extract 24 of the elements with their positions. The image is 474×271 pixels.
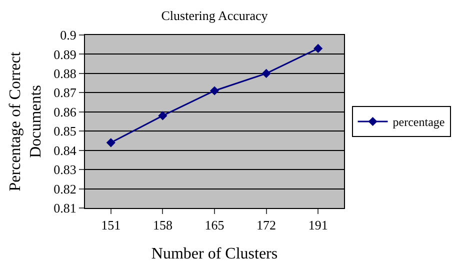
y-tick-label: 0.89 (54, 46, 76, 62)
y-tick-label: 0.81 (54, 200, 76, 216)
point (106, 138, 116, 148)
legend-label: percentage (392, 115, 445, 130)
y-axis-title: Percentage of Correct Documents (6, 51, 45, 192)
point (158, 111, 168, 120)
point (210, 86, 220, 96)
x-tick-label: 158 (152, 218, 172, 233)
y-tick-label: 0.86 (54, 104, 77, 120)
y-tick-label: 0.85 (54, 124, 76, 139)
chart-title: Clustering Accuracy (161, 8, 268, 23)
x-tick-label: 151 (101, 218, 121, 233)
x-tick-label: 191 (308, 218, 328, 233)
x-axis-title: Number of Clusters (151, 245, 278, 262)
point (314, 44, 323, 54)
y-tick-label: 0.88 (54, 66, 76, 81)
y-tick-label: 0.83 (54, 162, 76, 178)
y-tick-label: 0.82 (54, 181, 76, 196)
y-tick-label: 0.87 (54, 85, 77, 100)
point (262, 68, 271, 78)
x-tick-label: 165 (204, 218, 224, 233)
y-tick-label: 0.84 (54, 142, 77, 158)
y-tick-label: 0.9 (60, 28, 76, 43)
x-tick-label: 172 (256, 218, 276, 233)
